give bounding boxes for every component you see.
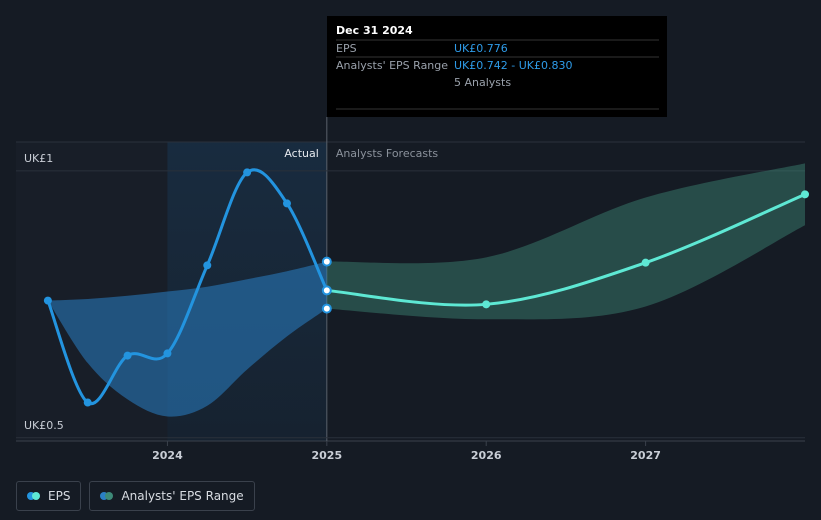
legend-swatch	[27, 492, 35, 500]
eps-point	[203, 261, 212, 270]
hover-point	[321, 256, 332, 267]
eps-point	[163, 349, 172, 358]
eps-point	[641, 258, 650, 267]
tooltip-value: UK£0.776	[454, 42, 508, 55]
eps-point	[123, 351, 132, 360]
eps-point	[801, 190, 809, 199]
eps-point	[482, 300, 491, 309]
eps-point	[83, 398, 92, 407]
x-tick-label: 2025	[312, 449, 343, 462]
tooltip-label: EPS	[336, 42, 357, 55]
x-tick-label: 2027	[630, 449, 661, 462]
tooltip-box	[327, 16, 667, 117]
range-band	[326, 163, 805, 320]
tooltip-analysts: 5 Analysts	[454, 76, 511, 89]
forecast-label: Analysts Forecasts	[336, 147, 439, 160]
tooltip-value: UK£0.742 - UK£0.830	[454, 59, 572, 72]
legend-label: EPS	[48, 489, 71, 503]
legend-swatch	[100, 492, 109, 500]
eps-point	[243, 168, 252, 177]
x-tick-label: 2026	[471, 449, 502, 462]
y-tick-label: UK£0.5	[24, 419, 64, 432]
range-band	[47, 261, 327, 417]
hover-point	[321, 285, 332, 296]
tooltip-label: Analysts' EPS Range	[336, 59, 448, 72]
eps-point	[43, 296, 52, 305]
hover-point	[321, 303, 332, 314]
tooltip-date: Dec 31 2024	[336, 24, 413, 37]
eps-point	[282, 199, 291, 208]
legend: EPS Analysts' EPS Range	[16, 481, 255, 511]
legend-range[interactable]: Analysts' EPS Range	[89, 481, 255, 511]
x-tick-label: 2024	[152, 449, 183, 462]
eps-line	[326, 192, 806, 307]
legend-swatch	[32, 492, 40, 500]
legend-eps[interactable]: EPS	[16, 481, 82, 511]
legend-label: Analysts' EPS Range	[121, 489, 244, 503]
legend-swatch	[105, 492, 114, 500]
actual-label: Actual	[284, 147, 318, 160]
y-tick-label: UK£1	[24, 152, 53, 165]
